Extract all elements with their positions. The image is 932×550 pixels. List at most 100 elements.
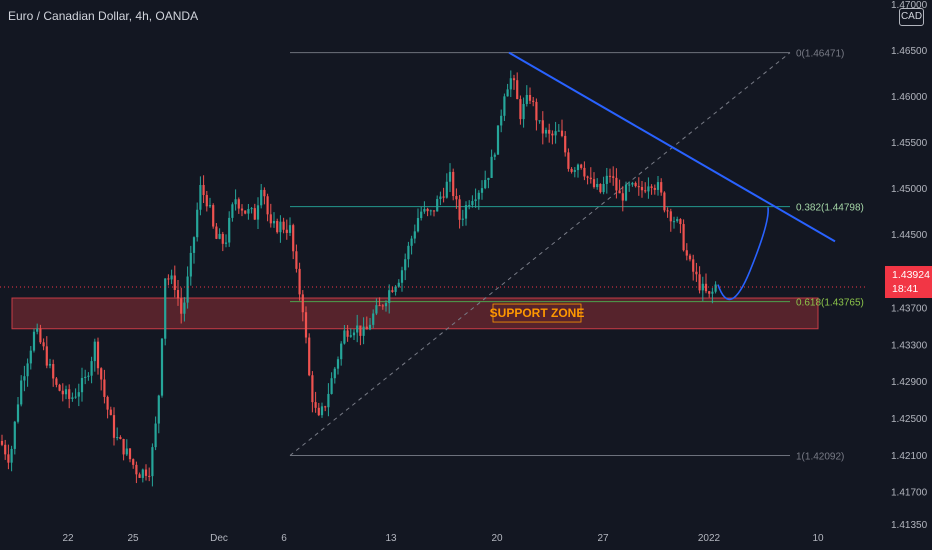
last-price-tag: 1.43924 18:41 — [885, 266, 932, 298]
candle-body — [77, 392, 80, 397]
candle-body — [503, 96, 506, 116]
candle-body — [560, 130, 564, 136]
candle-body — [669, 211, 672, 222]
candle-body — [372, 313, 375, 325]
candle-body — [439, 196, 442, 200]
candle-body — [13, 421, 16, 449]
candle-body — [160, 338, 164, 396]
candle-body — [551, 133, 554, 136]
candle-body — [314, 402, 317, 408]
candle-body — [500, 115, 503, 126]
candle-body — [698, 274, 701, 291]
candle-body — [701, 283, 704, 291]
candle-body — [20, 380, 23, 405]
candle-body — [480, 188, 484, 193]
candle-body — [666, 210, 669, 212]
candle-body — [436, 199, 439, 212]
candle-body — [413, 231, 416, 239]
candle-body — [599, 183, 602, 193]
candle-body — [189, 252, 192, 277]
candle-body — [333, 368, 336, 379]
candle-body — [516, 80, 519, 100]
candle-body — [538, 120, 541, 122]
candle-body — [148, 475, 151, 477]
candle-body — [522, 103, 525, 120]
candle-body — [519, 99, 522, 120]
candle-body — [26, 363, 29, 377]
candle-body — [365, 326, 368, 330]
y-tick-label: 1.46500 — [891, 46, 928, 57]
candle-body — [42, 342, 45, 347]
candle-body — [352, 332, 356, 336]
candle-body — [16, 404, 20, 422]
candle-body — [557, 130, 560, 132]
candle-body — [692, 259, 695, 272]
y-tick-label: 1.43700 — [891, 304, 928, 315]
candle-body — [205, 195, 208, 207]
x-tick-label: 22 — [62, 533, 74, 544]
candle-body — [695, 271, 698, 275]
x-tick-label: 20 — [491, 533, 503, 544]
fib-level-label: 0.382(1.44798) — [796, 203, 864, 214]
candle-body — [621, 193, 624, 201]
candle-body — [80, 377, 84, 393]
currency-badge[interactable]: CAD — [899, 8, 924, 26]
candle-body — [106, 396, 109, 410]
candle-body — [583, 167, 586, 177]
candle-body — [0, 441, 4, 445]
candle-body — [391, 290, 394, 292]
candle-body — [442, 196, 445, 198]
candle-body — [685, 250, 688, 256]
y-tick-label: 1.43300 — [891, 340, 928, 351]
x-tick-label: 27 — [597, 533, 609, 544]
candle-body — [23, 376, 26, 381]
candle-body — [199, 185, 202, 210]
candle-body — [45, 346, 48, 366]
candle-body — [509, 78, 512, 90]
candle-body — [452, 171, 455, 197]
candle-body — [663, 192, 666, 211]
candle-body — [170, 275, 173, 280]
candle-body — [362, 326, 365, 336]
candle-body — [461, 218, 464, 220]
candle-body — [263, 189, 266, 197]
y-tick-label: 1.42500 — [891, 414, 928, 425]
time-axis[interactable]: 22 25 Dec 6 13 20 27 2022 10 — [62, 533, 824, 544]
candle-body — [212, 205, 215, 227]
candle-body — [144, 469, 148, 476]
candle-body — [32, 331, 36, 351]
candle-body — [634, 182, 637, 187]
candle-body — [397, 282, 400, 287]
candle-body — [96, 341, 100, 369]
y-tick-label: 1.42100 — [891, 451, 928, 462]
candle-body — [410, 238, 413, 246]
candle-body — [128, 448, 132, 460]
candle-body — [250, 208, 253, 210]
candle-body — [298, 268, 301, 295]
candle-body — [112, 415, 116, 438]
candle-body — [228, 217, 231, 243]
candle-body — [285, 229, 288, 233]
candle-body — [116, 437, 119, 439]
candle-body — [164, 278, 167, 339]
fib-level-label: 1(1.42092) — [796, 452, 844, 463]
candle-body — [528, 94, 532, 101]
candle-body — [464, 205, 468, 219]
candle-body — [637, 186, 640, 188]
candle-body — [535, 101, 538, 121]
candle-body — [592, 179, 596, 188]
fib-level-label: 0.618(1.43765) — [796, 298, 864, 309]
candle-body — [602, 183, 605, 193]
candle-body — [589, 177, 592, 180]
bar-countdown: 18:41 — [892, 283, 919, 295]
candle-body — [567, 152, 570, 169]
support-zone-rect — [11, 297, 819, 330]
candle-body — [688, 255, 692, 260]
candle-body — [368, 324, 372, 330]
y-tick-label: 1.41700 — [891, 488, 928, 499]
candle-body — [474, 199, 477, 202]
candle-body — [173, 275, 176, 291]
candle-body — [653, 187, 656, 190]
candle-body — [157, 395, 160, 424]
